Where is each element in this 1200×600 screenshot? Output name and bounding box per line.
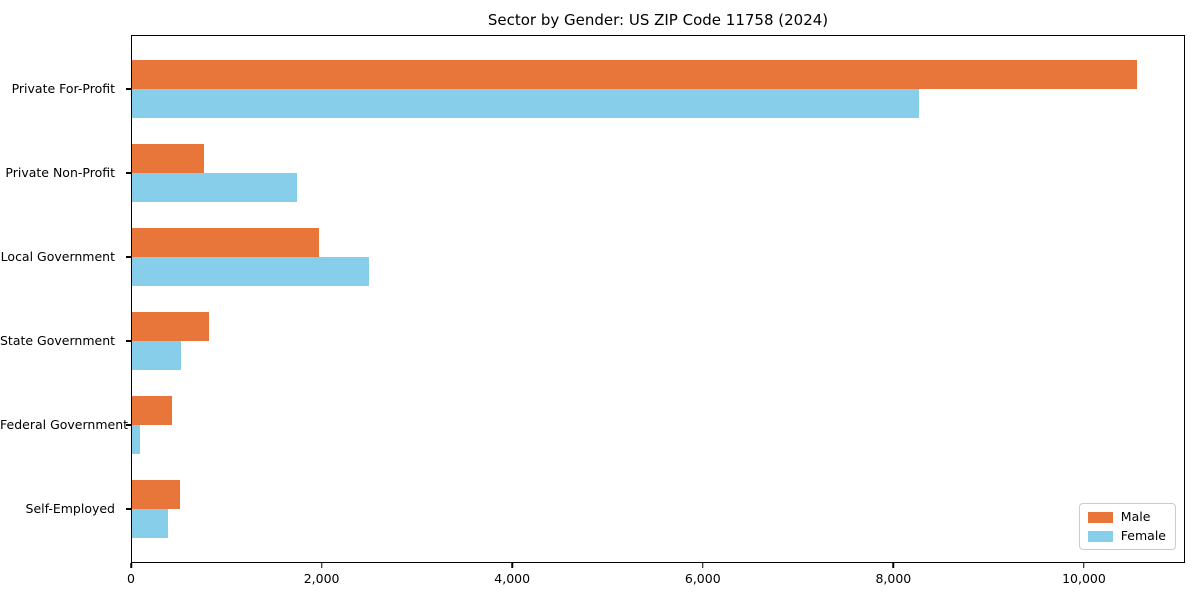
y-axis-category-label: Self-Employed — [25, 501, 115, 516]
legend-label-male: Male — [1120, 509, 1151, 524]
bar-female-0 — [132, 89, 920, 118]
bar-female-3 — [132, 341, 181, 370]
x-axis-tick — [1083, 563, 1085, 568]
legend-item-male: Male — [1087, 509, 1166, 524]
bar-male-4 — [132, 396, 172, 425]
plot-area: Male Female — [126, 35, 1185, 563]
legend-swatch-male — [1087, 511, 1113, 523]
bar-male-5 — [132, 480, 181, 509]
y-axis-tick — [126, 88, 131, 90]
x-axis-tick — [511, 563, 513, 568]
legend: Male Female — [1078, 503, 1176, 550]
x-axis-tick-label: 8,000 — [875, 571, 912, 586]
y-axis-category-label: Local Government — [0, 249, 115, 264]
x-axis-tick — [892, 563, 895, 568]
y-axis-category-label: Private For-Profit — [11, 81, 115, 96]
legend-label-female: Female — [1120, 528, 1166, 543]
y-axis-category-label: Federal Government — [0, 417, 129, 432]
x-axis: 0 2,000 4,000 6,000 8,000 10,000 — [127, 563, 1185, 595]
y-axis-tick — [126, 340, 131, 342]
x-axis-tick — [320, 563, 323, 568]
y-axis-tick — [126, 172, 131, 174]
x-axis-tick — [702, 563, 704, 568]
x-axis-tick-label: 10,000 — [1062, 571, 1106, 586]
bar-male-2 — [132, 228, 319, 257]
bar-male-0 — [132, 60, 1138, 89]
x-axis-tick-label: 6,000 — [684, 571, 721, 586]
x-axis-tick-label: 2,000 — [303, 571, 340, 586]
y-axis-tick — [126, 508, 131, 510]
x-axis-tick-label: 4,000 — [494, 571, 531, 586]
y-axis-category-label: State Government — [0, 333, 116, 348]
chart-title: Sector by Gender: US ZIP Code 11758 (202… — [487, 11, 829, 29]
y-axis-category-label: Private Non-Profit — [5, 165, 115, 180]
y-axis-labels: Private For-Profit Private Non-Profit Loca… — [0, 35, 129, 563]
bar-female-4 — [132, 425, 140, 454]
y-axis-tick — [126, 256, 131, 258]
bar-female-2 — [132, 257, 370, 286]
legend-item-female: Female — [1087, 528, 1166, 543]
y-axis-tick — [126, 424, 131, 426]
legend-swatch-female — [1087, 530, 1113, 542]
x-axis-tick-label: 0 — [127, 571, 135, 586]
bar-male-1 — [132, 144, 205, 173]
bar-female-5 — [132, 509, 168, 538]
bar-male-3 — [132, 312, 209, 341]
bar-female-1 — [132, 173, 297, 202]
x-axis-tick — [130, 563, 132, 568]
